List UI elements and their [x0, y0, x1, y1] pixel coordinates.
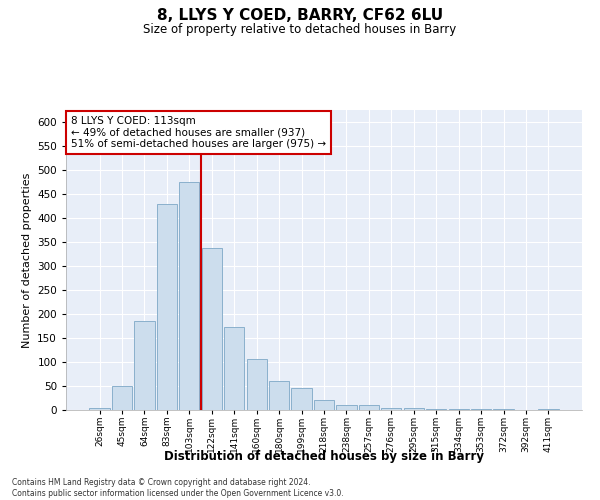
- Bar: [247, 358, 267, 410]
- Text: 8 LLYS Y COED: 113sqm
← 49% of detached houses are smaller (937)
51% of semi-det: 8 LLYS Y COED: 113sqm ← 49% of detached …: [71, 116, 326, 149]
- Bar: [89, 408, 110, 410]
- Bar: [314, 400, 334, 410]
- Bar: [538, 409, 559, 410]
- Bar: [449, 409, 469, 410]
- Text: Size of property relative to detached houses in Barry: Size of property relative to detached ho…: [143, 22, 457, 36]
- Bar: [202, 248, 222, 410]
- Bar: [359, 405, 379, 410]
- Bar: [471, 409, 491, 410]
- Bar: [381, 408, 401, 410]
- Bar: [493, 409, 514, 410]
- Bar: [426, 408, 446, 410]
- Bar: [112, 386, 132, 410]
- Bar: [404, 408, 424, 410]
- Bar: [269, 381, 289, 410]
- Bar: [337, 405, 356, 410]
- Bar: [224, 328, 244, 410]
- Bar: [134, 321, 155, 410]
- Text: Distribution of detached houses by size in Barry: Distribution of detached houses by size …: [164, 450, 484, 463]
- Bar: [157, 204, 177, 410]
- Text: 8, LLYS Y COED, BARRY, CF62 6LU: 8, LLYS Y COED, BARRY, CF62 6LU: [157, 8, 443, 22]
- Text: Contains HM Land Registry data © Crown copyright and database right 2024.
Contai: Contains HM Land Registry data © Crown c…: [12, 478, 344, 498]
- Bar: [292, 388, 311, 410]
- Y-axis label: Number of detached properties: Number of detached properties: [22, 172, 32, 348]
- Bar: [179, 182, 199, 410]
